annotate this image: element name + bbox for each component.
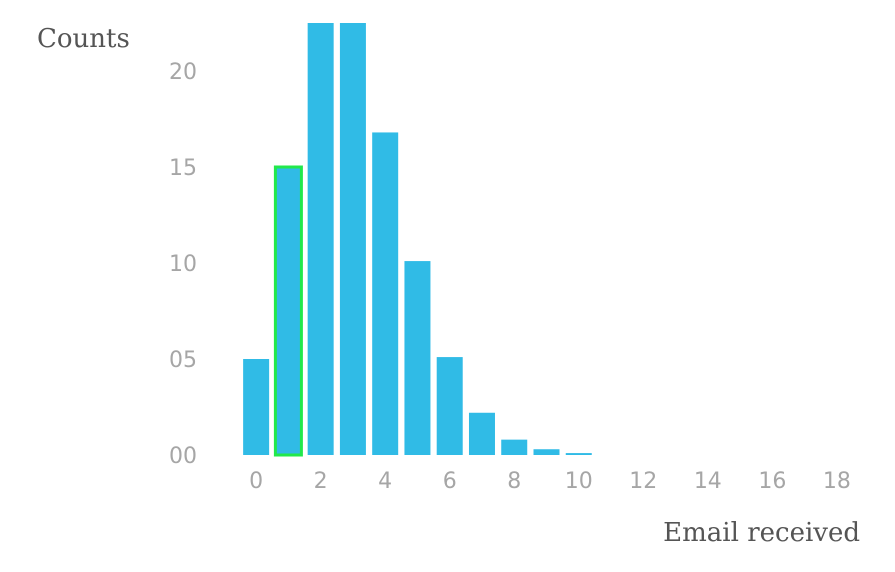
x-axis-title: Email received — [663, 518, 860, 548]
bar — [565, 453, 592, 455]
y-tick-label: 20 — [169, 60, 197, 85]
y-axis-title: Counts — [37, 24, 130, 54]
x-tick-label: 16 — [758, 469, 786, 494]
bar — [243, 359, 270, 455]
x-tick-label: 14 — [694, 469, 722, 494]
x-tick-label: 0 — [249, 469, 263, 494]
x-tick-label: 4 — [378, 469, 392, 494]
highlighted-bar-outline — [273, 165, 303, 457]
bar — [436, 357, 463, 455]
x-tick-label: 18 — [823, 469, 851, 494]
x-axis-ticks: 0 2 4 6 8 10 12 14 16 18 — [249, 469, 851, 494]
y-tick-label: 00 — [169, 444, 197, 469]
bar — [307, 23, 334, 455]
bar — [339, 23, 366, 455]
x-tick-label: 8 — [507, 469, 521, 494]
bars — [243, 23, 592, 457]
y-tick-label: 10 — [169, 252, 197, 277]
bar — [275, 167, 302, 455]
y-tick-label: 15 — [169, 156, 197, 181]
x-tick-label: 6 — [443, 469, 457, 494]
x-tick-label: 10 — [565, 469, 593, 494]
bar — [372, 132, 399, 455]
x-tick-label: 2 — [314, 469, 328, 494]
bar — [501, 439, 528, 455]
y-axis-ticks: 00 05 10 15 20 — [169, 60, 197, 469]
x-tick-label: 12 — [629, 469, 657, 494]
bar — [404, 261, 431, 455]
bar — [533, 449, 560, 455]
y-tick-label: 05 — [169, 348, 197, 373]
bar — [468, 412, 495, 455]
